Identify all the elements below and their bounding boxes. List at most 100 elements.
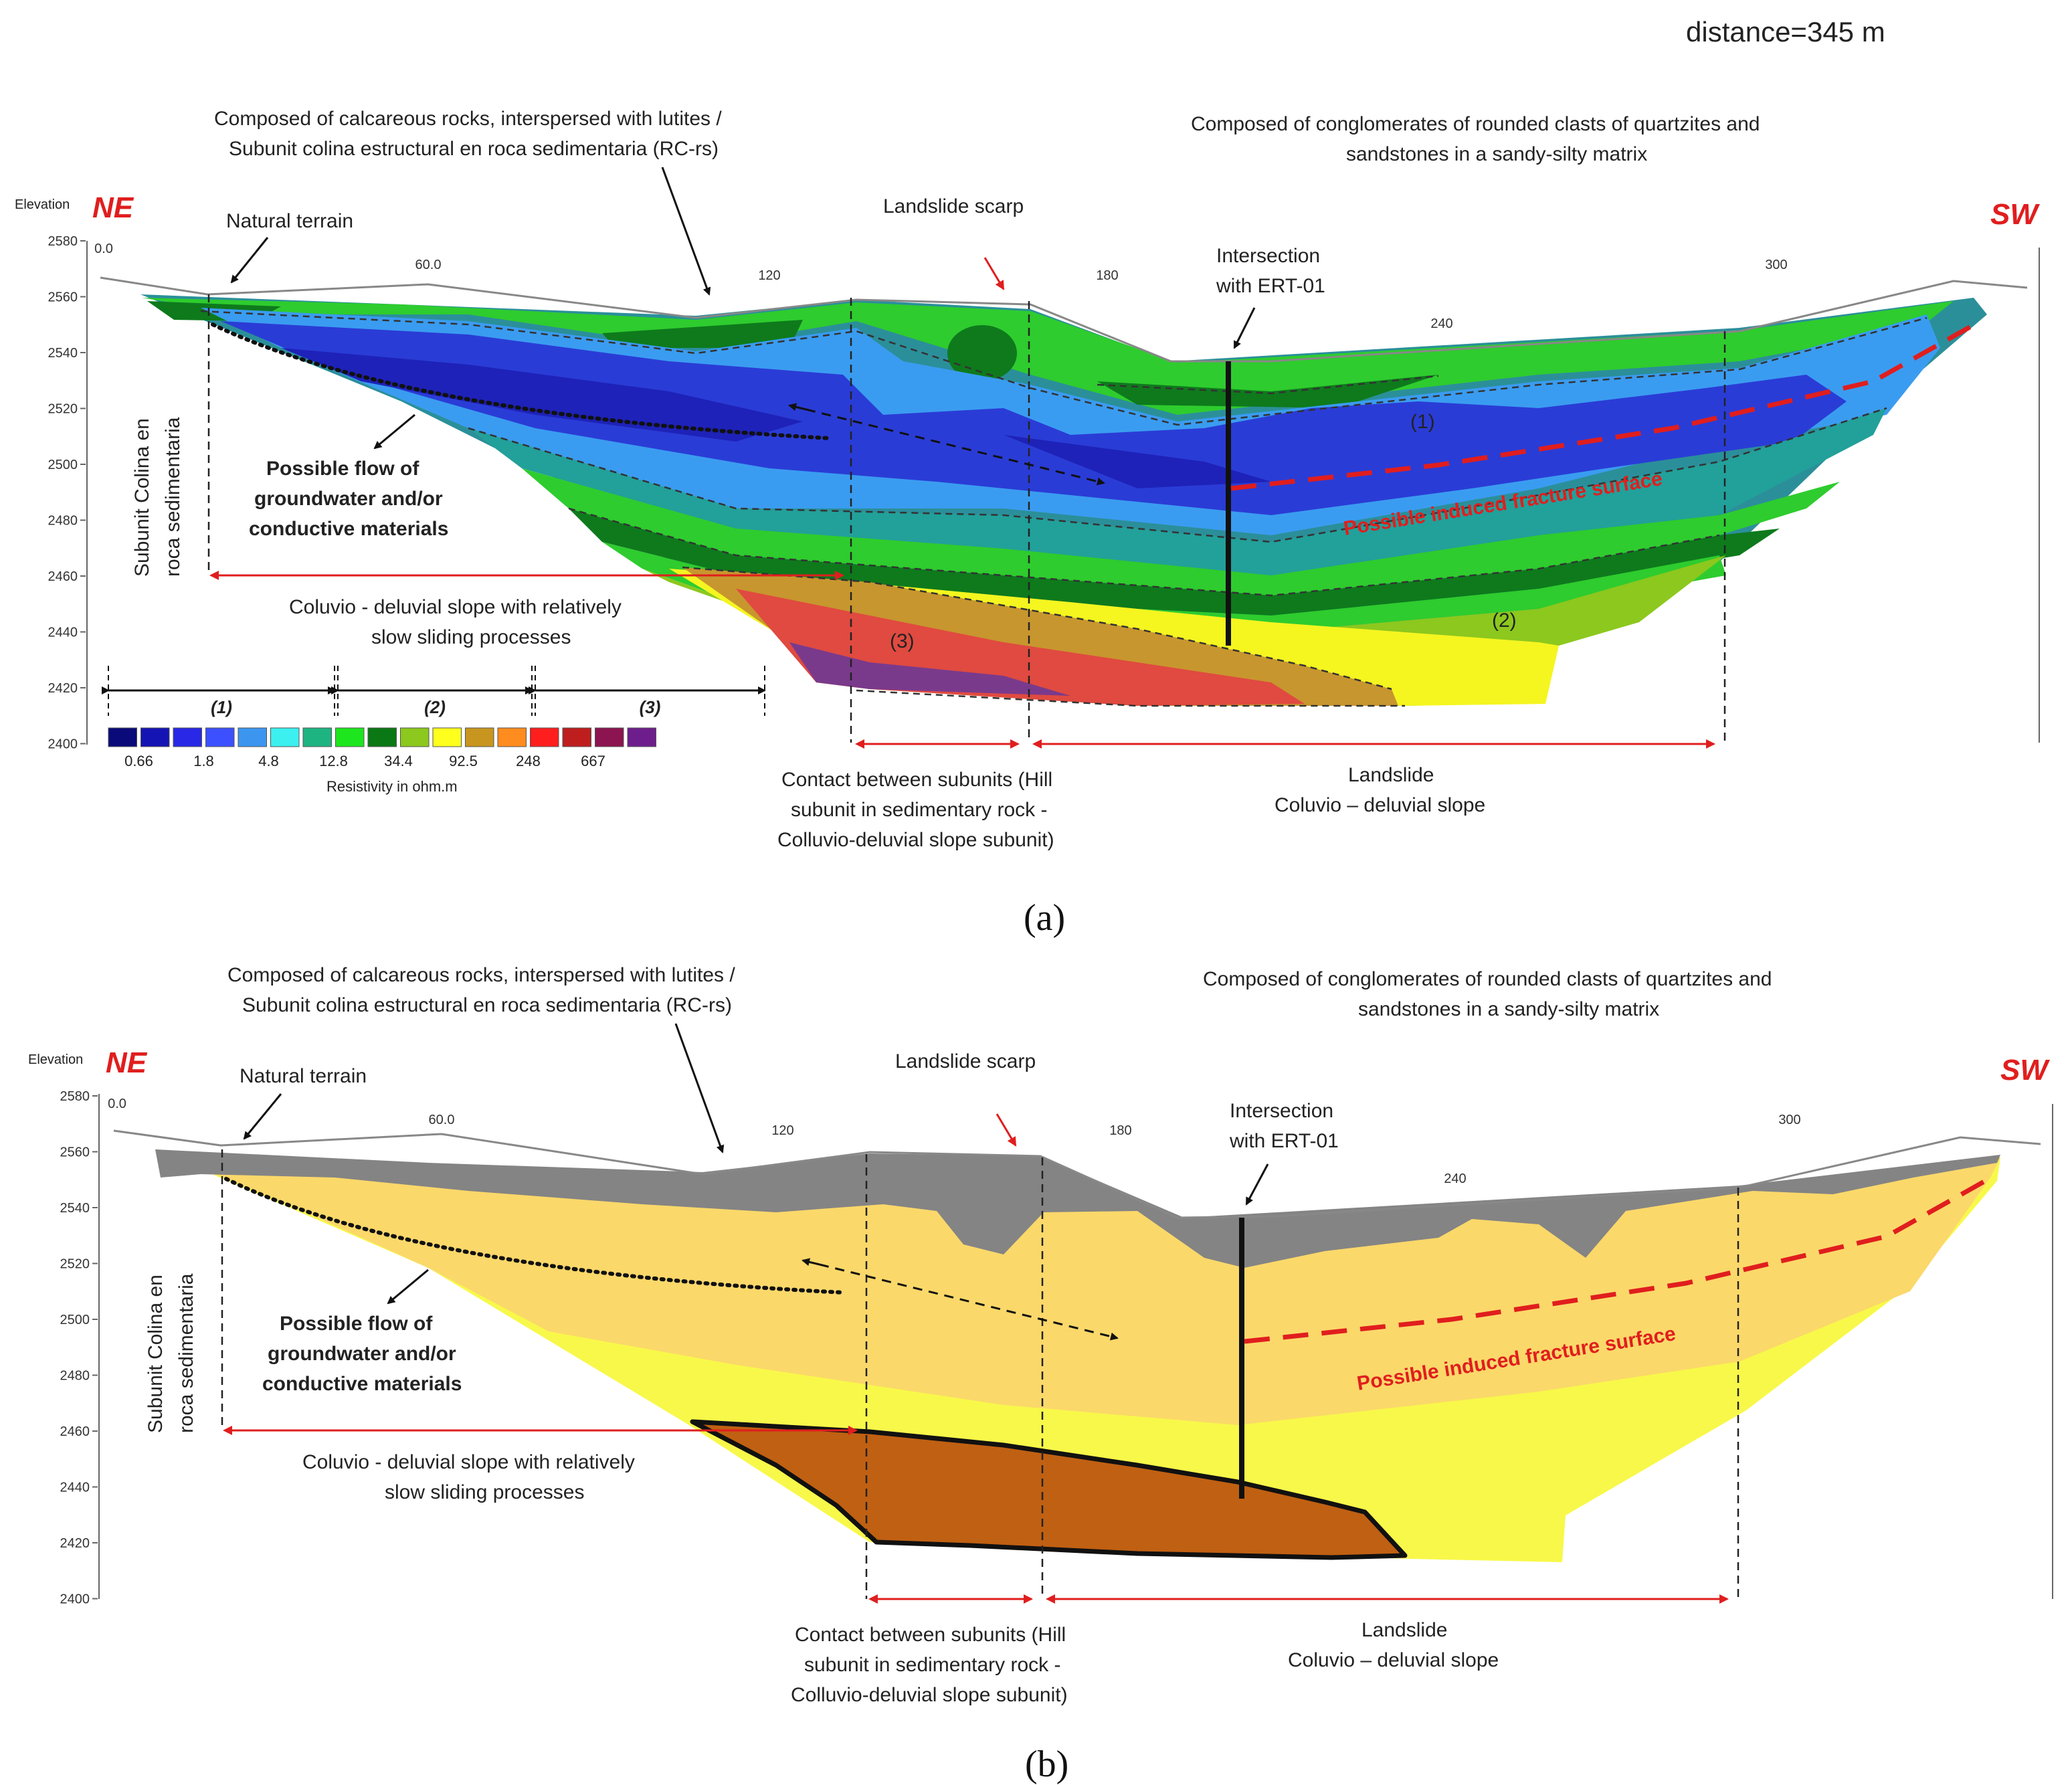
zone-teal-mid (468, 408, 1887, 575)
caption-b: (b) (1025, 1744, 1068, 1785)
legend-value: 0.66 (124, 753, 153, 769)
flow-dashed-arrow-a (806, 408, 1105, 486)
legend-swatch (562, 727, 591, 747)
subunit-dividers-b (221, 1149, 1739, 1599)
natural-terrain-label-a: Natural terrain (226, 210, 353, 232)
zone-purple (789, 642, 1070, 696)
coluvio-line2-b: slow sliding processes (385, 1481, 584, 1503)
legend-swatch (530, 727, 559, 747)
flow-line2-a: groundwater and/or (254, 488, 443, 510)
elevation-label-b: Elevation (28, 1052, 83, 1067)
comp-right-line1-a: Composed of conglomerates of rounded cla… (1191, 113, 1760, 135)
y-tick-label: 2400 (60, 1592, 90, 1607)
zone-darkgreen-top2 (602, 320, 803, 348)
subunit-vertical-2-a: roca sedimentaria (162, 417, 184, 577)
legend-swatch (627, 727, 656, 747)
legend-value: 667 (581, 753, 605, 769)
legend-swatch (335, 727, 365, 747)
legend-value: 1.8 (193, 753, 214, 769)
resistivity-legend: (1) (2) (3) 0.66 1.8 4.8 12.8 34.4 92.5 248 667 R… (102, 666, 766, 795)
coluvio-line1-a: Coluvio - deluvial slope with relatively (289, 596, 622, 618)
legend-group-label: (1) (211, 697, 232, 717)
natural-terrain-label-b: Natural terrain (240, 1065, 367, 1087)
zone-1-label-a: (1) (1410, 411, 1435, 433)
flow-line1-b: Possible flow of (280, 1313, 433, 1335)
unit-gray-b (155, 1149, 2000, 1268)
panel-a: 2580256025402520250024802460244024202400… (15, 108, 2040, 939)
y-tick-label: 2500 (48, 458, 78, 472)
contact-line3-a: Colluvio-deluvial slope subunit) (777, 829, 1054, 851)
x-tick-label: 0.0 (108, 1097, 126, 1111)
sw-label-a: SW (1990, 198, 2040, 231)
x-tick-label: 180 (1096, 268, 1118, 283)
x-tick-label: 120 (758, 268, 780, 283)
intersection-line2-a: with ERT-01 (1216, 275, 1325, 297)
legend-value: 4.8 (258, 753, 279, 769)
y-tick-label: 2440 (48, 626, 78, 640)
y-tick-label: 2560 (48, 290, 78, 305)
flow-dotted-path-a (211, 322, 832, 440)
flow-dashed-arrow-b (819, 1263, 1119, 1341)
zone-darkgreen-trough (1097, 375, 1438, 408)
y-axis-b: 2580 2560 2540 2520 2500 2480 2460 2440 2420 2400… (28, 1052, 100, 1607)
comp-left-line1-b: Composed of calcareous rocks, interspers… (227, 964, 735, 986)
y-tick-label: 2520 (48, 402, 78, 417)
y-tick-label: 2560 (60, 1145, 90, 1160)
legend-swatch (432, 727, 462, 747)
legend-swatch (465, 727, 494, 747)
landslide-line1-a: Landslide (1348, 764, 1434, 786)
fracture-line-a (1230, 318, 1982, 491)
y-tick-label: 2440 (60, 1481, 90, 1495)
contact-line1-b: Contact between subunits (Hill (795, 1624, 1066, 1646)
x-tick-label: 240 (1444, 1171, 1466, 1186)
legend-swatch (238, 727, 267, 747)
y-tick-label: 2580 (48, 234, 78, 249)
legend-title: Resistivity in ohm.m (326, 778, 458, 795)
comp-right-line1-b: Composed of conglomerates of rounded cla… (1203, 968, 1772, 990)
legend-swatch (367, 727, 397, 747)
contact-line1-a: Contact between subunits (Hill (781, 769, 1052, 791)
x-tick-label: 180 (1109, 1123, 1131, 1138)
zone-deepblue-2 (1004, 435, 1271, 488)
flow-line1-a: Possible flow of (266, 458, 419, 480)
subunit-vertical-2-b: roca sedimentaria (175, 1273, 197, 1433)
intersection-line1-a: Intersection (1216, 245, 1320, 267)
landslide-line2-b: Coluvio – deluvial slope (1288, 1649, 1499, 1671)
legend-swatch (140, 727, 170, 747)
elevation-label-a: Elevation (15, 197, 70, 212)
y-tick-label: 2460 (48, 569, 78, 584)
comp-right-line2-b: sandstones in a sandy-silty matrix (1358, 998, 1659, 1020)
contact-line2-a: subunit in sedimentary rock - (791, 799, 1048, 821)
y-tick-label: 2500 (60, 1313, 90, 1327)
coluvio-line2-a: slow sliding processes (371, 626, 571, 648)
intersection-line1-b: Intersection (1230, 1100, 1333, 1122)
subunit-dividers-a (207, 294, 1726, 743)
flow-line3-b: conductive materials (262, 1373, 462, 1395)
x-tick-label: 120 (771, 1123, 793, 1138)
sw-label-b: SW (2000, 1054, 2050, 1087)
intersection-line2-b: with ERT-01 (1229, 1130, 1339, 1152)
comp-left-line1-a: Composed of calcareous rocks, interspers… (214, 108, 722, 130)
legend-value: 12.8 (319, 753, 348, 769)
y-tick-label: 2540 (60, 1201, 90, 1216)
contact-line2-b: subunit in sedimentary rock - (804, 1654, 1061, 1676)
section-a-fill (140, 294, 1987, 707)
legend-value: 92.5 (449, 753, 478, 769)
ne-label-a: NE (92, 191, 134, 224)
coluvio-line1-b: Coluvio - deluvial slope with relatively (302, 1451, 635, 1473)
zone-green-top (142, 298, 1954, 415)
legend-swatch (400, 727, 430, 747)
subunit-vertical-1-b: Subunit Colina en (145, 1275, 167, 1433)
unit-brown-b (690, 1419, 1408, 1560)
legend-swatch (497, 727, 527, 747)
legend-swatch (595, 727, 624, 747)
legend-swatch (173, 727, 202, 747)
y-tick-label: 2540 (48, 346, 78, 361)
x-tick-label: 240 (1430, 316, 1452, 331)
terrain-profile-b (113, 1129, 2041, 1219)
contact-line3-b: Colluvio-deluvial slope subunit) (791, 1684, 1068, 1706)
terrain-profile-a (100, 276, 2028, 363)
panel-b: 2580256025402520250024802460244024202400… (28, 964, 2053, 1785)
y-tick-label: 2400 (48, 737, 78, 752)
